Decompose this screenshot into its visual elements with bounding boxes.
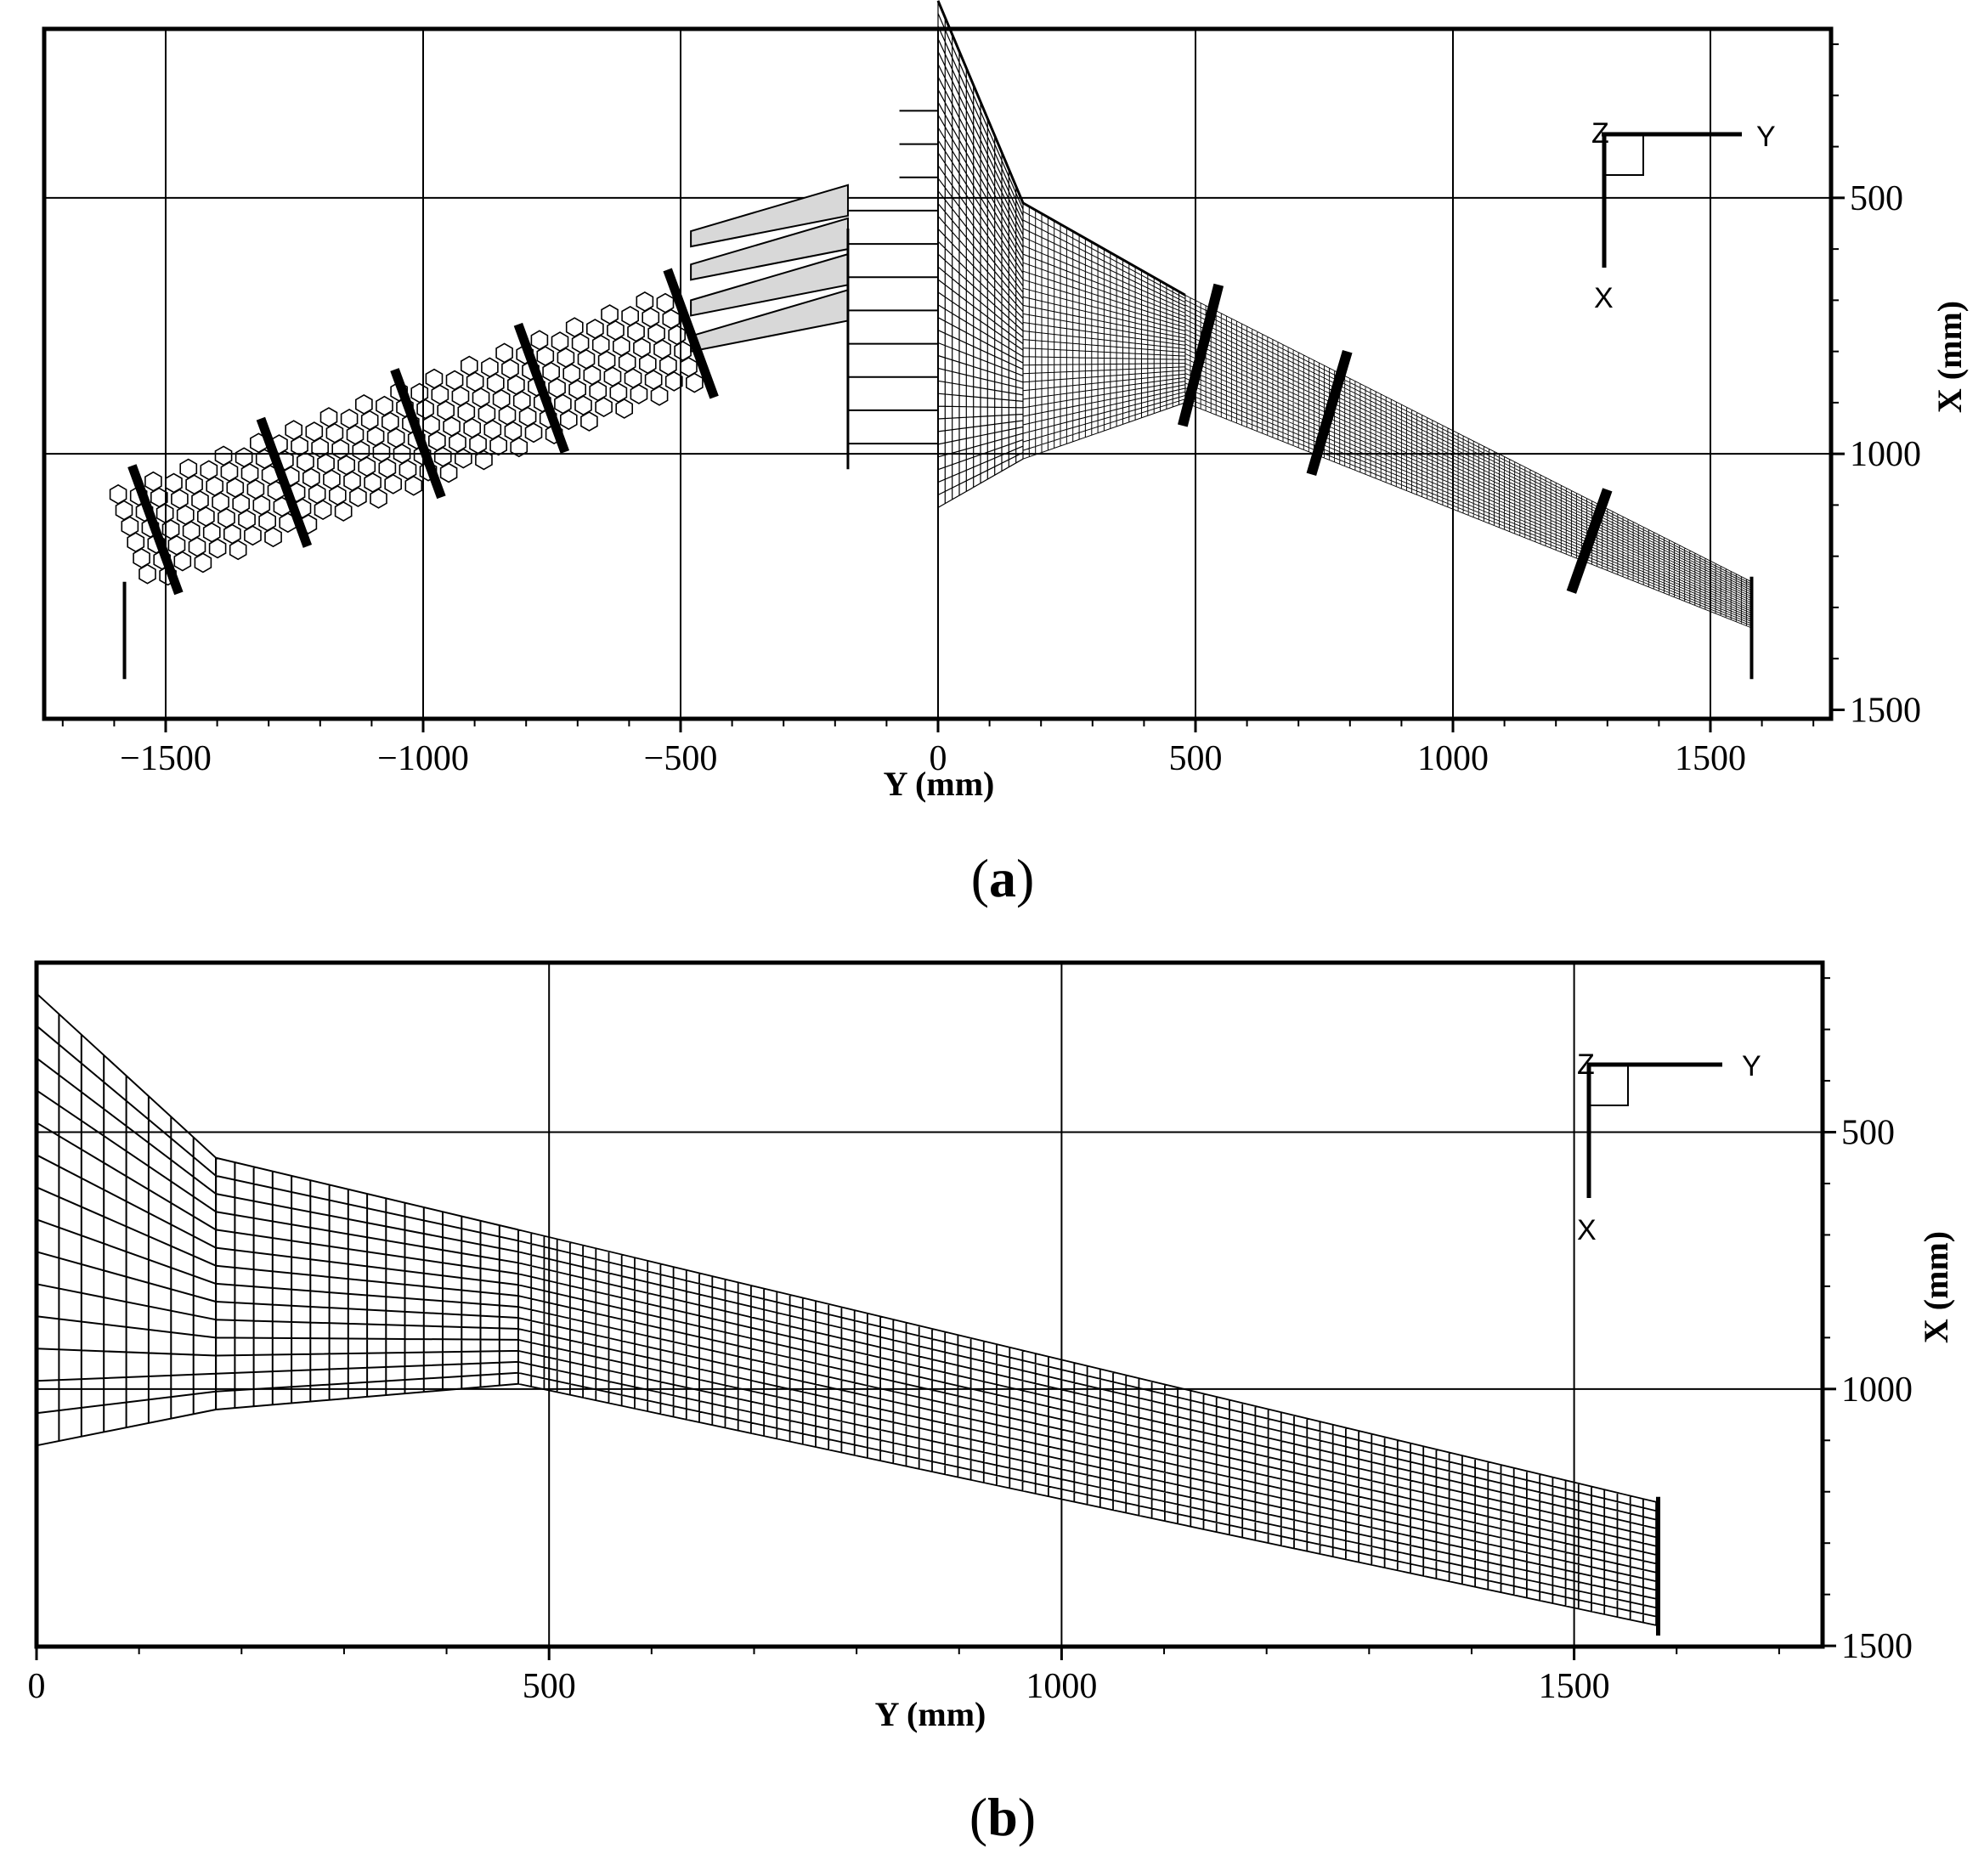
x-tick-label: −1000 xyxy=(377,739,469,778)
triad-x-label: X xyxy=(1577,1214,1597,1246)
honeycomb-cell xyxy=(159,565,177,586)
y-axis-ticks: 500 1000 1500 xyxy=(1823,977,1913,1666)
honeycomb-cell xyxy=(384,473,403,494)
duct-section-band xyxy=(1566,488,1613,594)
x-axis-ticks: −1500 −1000 −500 0 500 1000 1500 xyxy=(61,719,1815,778)
panel-label-b: (b) xyxy=(969,1787,1036,1847)
y-tick-label: 1000 xyxy=(1850,435,1921,474)
honeycomb-cell xyxy=(580,411,598,432)
honeycomb-cell xyxy=(194,552,212,574)
honeycomb-cell xyxy=(595,397,613,418)
honeycomb-cell xyxy=(404,475,423,496)
coordinate-triad: Z Y X xyxy=(1591,117,1776,314)
honeycomb-cell xyxy=(173,551,192,572)
honeycomb-cell xyxy=(524,422,543,444)
panel-b: 0 500 1000 1500 500 1000 1500 Y (mm) X (mm) Z… xyxy=(28,960,1955,1847)
x-axis-title: Y (mm) xyxy=(884,765,995,803)
x-tick-label: 1000 xyxy=(1026,1667,1097,1706)
zone-mesh-1 xyxy=(36,992,218,1447)
x-tick-label: −500 xyxy=(644,739,718,778)
duct-section-band xyxy=(127,464,184,596)
mesh-geometry xyxy=(36,992,1661,1636)
y-tick-label: 500 xyxy=(1850,179,1903,218)
honeycomb-cell xyxy=(489,435,508,456)
honeycomb-cell xyxy=(510,437,529,458)
x-tick-label: −1500 xyxy=(120,739,212,778)
honeycomb-cell xyxy=(685,372,704,393)
triad-z-label: Z xyxy=(1577,1048,1595,1081)
honeycomb-cell xyxy=(439,462,458,483)
duct-section-band xyxy=(663,268,719,399)
duct-section-band xyxy=(1306,349,1353,476)
x-axis-ticks: 0 500 1000 1500 xyxy=(28,1647,1780,1706)
y-tick-label: 500 xyxy=(1841,1114,1895,1153)
honeycomb-cell xyxy=(138,563,156,585)
zone-mesh-2 xyxy=(215,1156,519,1410)
honeycomb-cell xyxy=(314,500,332,521)
y-axis-title: X (mm) xyxy=(1930,301,1969,413)
central-mesh-lower xyxy=(1022,202,1186,460)
plot-frame xyxy=(34,960,1825,1649)
x-tick-label: 0 xyxy=(28,1667,46,1706)
honeycomb-cell xyxy=(349,487,367,507)
zone-mesh-3 xyxy=(517,1229,1657,1626)
honeycomb-cell xyxy=(615,398,634,419)
honeycomb-cell xyxy=(650,385,669,406)
triad-z-label: Z xyxy=(1591,117,1609,150)
duct-section-band xyxy=(1178,283,1224,427)
honeycomb-cell xyxy=(454,448,472,469)
central-mesh-upper xyxy=(937,0,1024,508)
honeycomb-cell xyxy=(264,527,282,548)
honeycomb-duct xyxy=(109,268,719,596)
x-tick-label: 1000 xyxy=(1417,739,1489,778)
manifold-pipe xyxy=(690,184,849,248)
honeycomb-cell xyxy=(370,488,387,509)
honeycomb-cell xyxy=(475,449,493,471)
honeycomb-cell xyxy=(208,538,227,559)
duct-section-band xyxy=(256,416,313,548)
y-axis-ticks: 500 1000 1500 xyxy=(1831,43,1921,730)
central-mesh-outline xyxy=(936,0,1186,297)
honeycomb-cell xyxy=(545,424,563,445)
y-tick-label: 1500 xyxy=(1841,1627,1913,1666)
honeycomb-cell xyxy=(664,370,683,392)
x-tick-label: 0 xyxy=(930,739,947,778)
honeycomb-cell xyxy=(229,540,247,561)
x-axis-title: Y (mm) xyxy=(875,1695,986,1733)
x-tick-label: 500 xyxy=(1169,739,1223,778)
honeycomb-cell xyxy=(419,461,438,482)
triad-x-label: X xyxy=(1594,282,1614,314)
x-tick-label: 1500 xyxy=(1539,1667,1610,1706)
coordinate-triad: Z Y X xyxy=(1577,1048,1761,1246)
duct-section-band xyxy=(390,368,446,500)
panel-label-a: (a) xyxy=(971,848,1035,908)
honeycomb-cell xyxy=(630,383,648,404)
duct-section-band xyxy=(513,322,570,454)
honeycomb-cell xyxy=(334,500,353,522)
mesh-geometry xyxy=(109,0,1754,680)
honeycomb-cell xyxy=(244,525,262,546)
x-tick-label: 500 xyxy=(523,1667,576,1706)
triad-y-label: Y xyxy=(1756,121,1776,153)
y-axis-title: X (mm) xyxy=(1917,1231,1955,1343)
y-tick-label: 1000 xyxy=(1841,1370,1913,1410)
y-tick-label: 1500 xyxy=(1850,691,1921,730)
triad-y-label: Y xyxy=(1742,1050,1761,1082)
right-duct-mesh xyxy=(1184,294,1752,629)
x-tick-label: 1500 xyxy=(1675,739,1746,778)
honeycomb-cell xyxy=(559,410,578,431)
panel-a: −1500 −1000 −500 0 500 1000 1500 500 1000 1500 Y… xyxy=(42,0,1969,908)
grid-lines xyxy=(37,963,1823,1647)
